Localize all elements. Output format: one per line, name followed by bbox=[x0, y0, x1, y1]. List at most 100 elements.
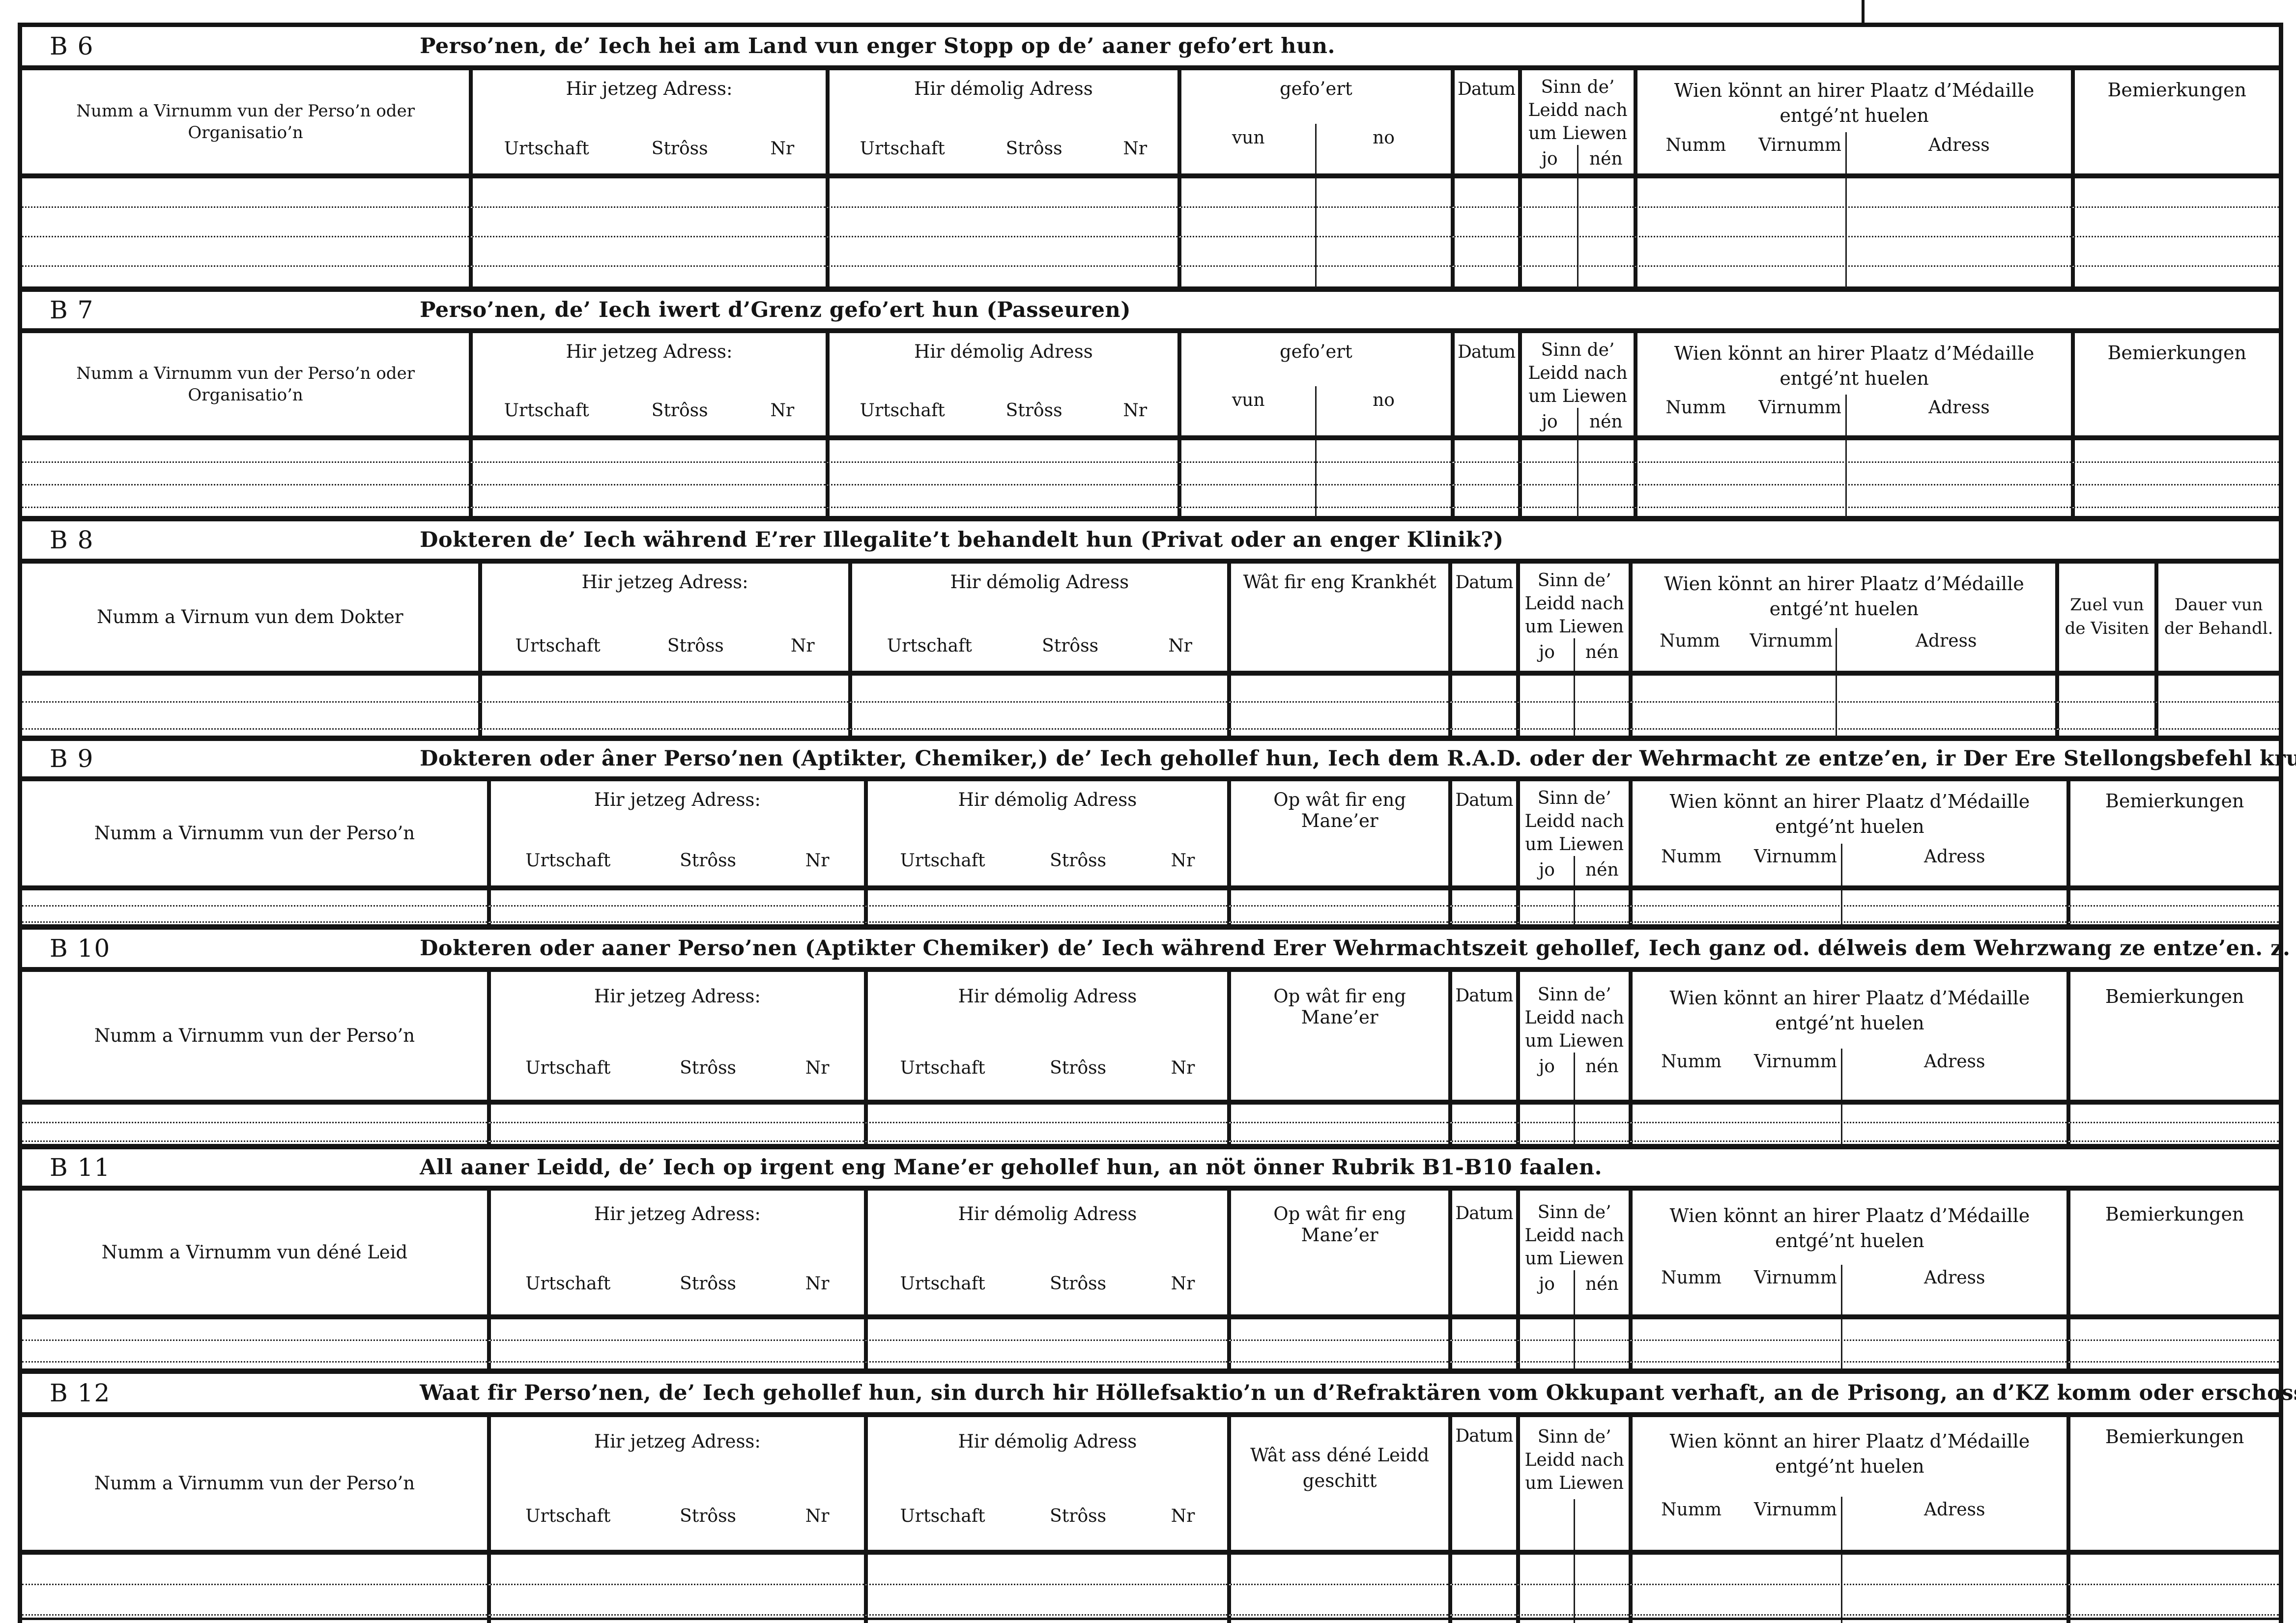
section-b9: B 9 Dokteren oder âner Perso’nen (Aptikt… bbox=[22, 741, 2296, 930]
sinn-line1: Sinn de’ bbox=[1541, 340, 1615, 360]
urtschaft-label: Urtschaft bbox=[504, 400, 589, 421]
data-cell bbox=[2066, 1319, 2279, 1341]
wien-line2: entgé’nt huelen bbox=[1779, 105, 1929, 127]
data-cell bbox=[1633, 266, 2071, 288]
data-cell bbox=[1227, 730, 1448, 736]
urtschaft-label: Urtschaft bbox=[860, 139, 945, 159]
col-header-sinn: Sinn de’ Leidd nach um Liewen jo nén bbox=[1516, 781, 1629, 885]
name-col-label: Numm a Virnumm vun der Perso’n bbox=[94, 822, 415, 844]
data-cell bbox=[1227, 1555, 1449, 1585]
data-row-filler bbox=[22, 507, 2279, 517]
data-cell bbox=[863, 1123, 1228, 1142]
data-cell bbox=[825, 208, 1178, 237]
section-title: Perso’nen, de’ Iech iwert d’Grenz gefo’e… bbox=[420, 298, 1131, 322]
data-cell bbox=[1177, 207, 1451, 237]
col-header-current-address: Hir jetzeg Adress: Urtschaft Strôss Nr bbox=[487, 972, 864, 1100]
wien-line2: entgé’nt huelen bbox=[1779, 368, 1929, 390]
sinn-divider bbox=[1520, 1499, 1629, 1550]
urtschaft-label: Urtschaft bbox=[525, 1058, 611, 1078]
data-cell bbox=[1516, 906, 1629, 923]
nr-label: Nr bbox=[770, 139, 795, 159]
col-header-former-address: Hir démolig Adress Urtschaft Strôss Nr bbox=[863, 972, 1227, 1100]
bemierkungen-label: Bemierkungen bbox=[2107, 342, 2246, 364]
former-address-label: Hir démolig Adress bbox=[914, 341, 1093, 362]
section-title-row: B 9 Dokteren oder âner Perso’nen (Aptikt… bbox=[22, 741, 2296, 781]
data-cell bbox=[1227, 923, 1448, 924]
section-title: Waat fir Perso’nen, de’ Iech gehollef hu… bbox=[420, 1381, 2296, 1405]
former-address-label: Hir démolig Adress bbox=[914, 78, 1093, 99]
section-b10: B 10 Dokteren oder aaner Perso’nen (Apti… bbox=[22, 930, 2296, 1149]
bemierkungen-label: Bemierkungen bbox=[2105, 1203, 2244, 1225]
jo-nen-sublabels: jo nén bbox=[1520, 638, 1629, 671]
sinn-line3: um Liewen bbox=[1525, 1473, 1624, 1493]
datum-label: Datum bbox=[1455, 1426, 1513, 1446]
no-label: no bbox=[1315, 386, 1450, 435]
col-header-current-address: Hir jetzeg Adress: Urtschaft Strôss Nr bbox=[487, 781, 864, 885]
data-cell bbox=[22, 178, 469, 208]
col-header-datum: Datum bbox=[1448, 781, 1516, 885]
data-cell bbox=[2066, 923, 2279, 924]
maneer-label: Op wât fir eng Mane’er bbox=[1273, 986, 1406, 1028]
data-cell bbox=[1633, 177, 2071, 208]
col-header-current-address: Hir jetzeg Adress: Urtschaft Strôss Nr bbox=[487, 1417, 864, 1550]
data-cell bbox=[1629, 1362, 2066, 1370]
data-cell bbox=[22, 1585, 487, 1616]
virnumm-label: Virnumm bbox=[1758, 135, 1842, 155]
maneer-label: Op wât fir eng Mane’er bbox=[1273, 1203, 1406, 1246]
nr-label: Nr bbox=[790, 636, 815, 656]
data-cell bbox=[863, 890, 1228, 907]
data-cell bbox=[1227, 676, 1449, 703]
wien-line1: Wien könnt an hirer Plaatz d’Médaille bbox=[1674, 80, 2035, 101]
wien-sublabels: Numm Virnumm Adress bbox=[1633, 844, 2066, 885]
data-cell bbox=[2066, 1555, 2279, 1585]
data-cell bbox=[469, 508, 826, 516]
wien-line2: entgé’nt huelen bbox=[1775, 1455, 1924, 1478]
address-sublabels: Urtschaft Strôss Nr bbox=[868, 1274, 1227, 1294]
data-cell bbox=[825, 463, 1178, 485]
adress-label: Adress bbox=[1845, 394, 2071, 435]
data-cell bbox=[1450, 485, 1519, 508]
col-header-name: Numm a Virnumm vun der Perso’n oder Orga… bbox=[22, 70, 469, 173]
bemierkungen-label: Bemierkungen bbox=[2105, 1426, 2244, 1448]
data-cell bbox=[1450, 463, 1519, 485]
data-cell bbox=[2066, 1123, 2279, 1142]
wien-label: Wien könnt an hirer Plaatz d’Médaille ent… bbox=[1664, 571, 2024, 622]
col-header-current-address: Hir jetzeg Adress: Urtschaft Strôss Nr bbox=[469, 333, 826, 435]
data-cell bbox=[22, 1105, 487, 1123]
wien-line1: Wien könnt an hirer Plaatz d’Médaille bbox=[1669, 987, 2030, 1009]
data-cell bbox=[1518, 484, 1634, 508]
data-cell bbox=[1227, 907, 1449, 923]
section-b6: B 6 Perso’nen, de’ Iech hei am Land vun … bbox=[22, 27, 2279, 292]
col-header-name: Numm a Virnumm vun der Perso’n bbox=[22, 781, 487, 885]
data-cell bbox=[1516, 1340, 1629, 1363]
col-header-name: Numm a Virnumm vun der Perso’n bbox=[22, 1417, 487, 1550]
data-cell bbox=[1518, 462, 1634, 485]
address-sublabels: Urtschaft Strôss Nr bbox=[830, 400, 1177, 421]
data-cell bbox=[1448, 1105, 1516, 1123]
data-cell bbox=[22, 267, 469, 286]
col-header-bemierkungen: Bemierkungen bbox=[2066, 781, 2279, 885]
data-cell bbox=[1629, 1318, 2067, 1341]
data-cell bbox=[1516, 1584, 1629, 1616]
address-sublabels: Urtschaft Strôss Nr bbox=[473, 400, 826, 421]
nr-label: Nr bbox=[770, 400, 795, 421]
bemierkungen-label: Bemierkungen bbox=[2105, 986, 2244, 1007]
gefoert-label: gefo’ert bbox=[1280, 78, 1352, 99]
data-cell bbox=[2066, 1341, 2279, 1363]
data-cell bbox=[1227, 1105, 1449, 1123]
wien-label: Wien könnt an hirer Plaatz d’Médaille ent… bbox=[1674, 78, 2035, 129]
stross-label: Strôss bbox=[680, 851, 737, 871]
adress-label: Adress bbox=[1841, 1049, 2066, 1100]
data-cell bbox=[863, 1319, 1228, 1341]
urtschaft-label: Urtschaft bbox=[900, 1058, 985, 1078]
data-cell bbox=[1629, 729, 2055, 737]
data-cell bbox=[1448, 907, 1516, 923]
col-header-krankheit: Wât fir eng Krankhét bbox=[1227, 564, 1448, 671]
data-cell bbox=[22, 676, 478, 703]
col-header-bemierkungen: Bemierkungen bbox=[2071, 333, 2279, 435]
wien-line1: Wien könnt an hirer Plaatz d’Médaille bbox=[1669, 791, 2030, 812]
data-cell bbox=[1516, 1554, 1629, 1585]
numm-label: Numm bbox=[1665, 397, 1726, 418]
stross-label: Strôss bbox=[651, 400, 708, 421]
data-cell bbox=[863, 1105, 1228, 1123]
